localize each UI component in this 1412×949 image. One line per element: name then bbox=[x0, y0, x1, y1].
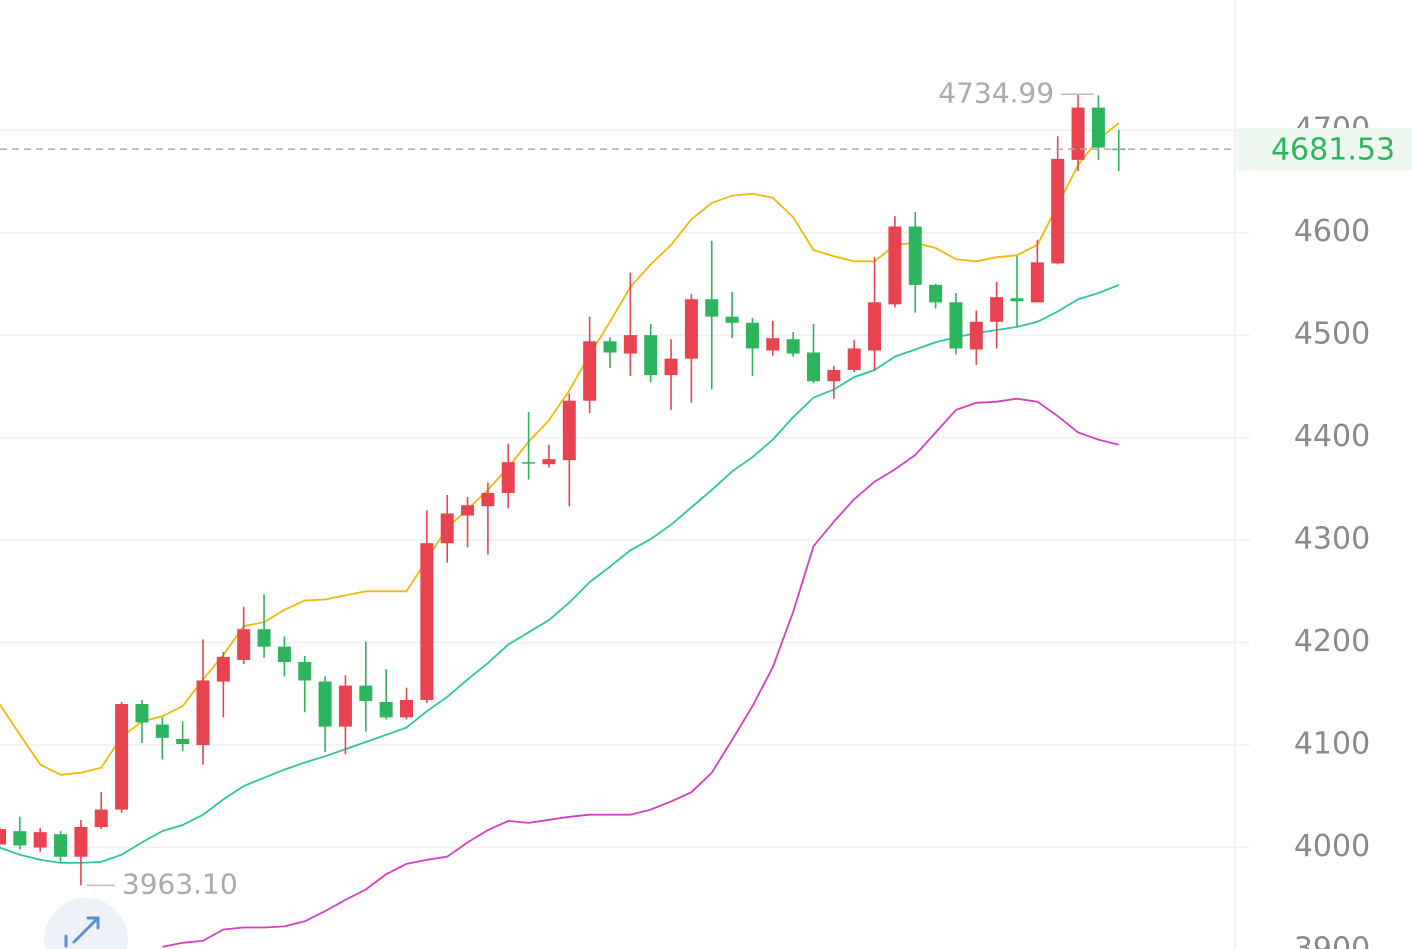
candle-body bbox=[135, 704, 149, 723]
candle-body bbox=[827, 369, 841, 382]
candle-body bbox=[623, 335, 637, 354]
y-tick-label: 4400 bbox=[1294, 419, 1370, 454]
last-price-label: 4681.53 bbox=[1271, 133, 1395, 168]
candle-body bbox=[33, 832, 47, 848]
candle-body bbox=[664, 358, 678, 376]
y-tick-label: 4100 bbox=[1294, 727, 1370, 762]
candle-body bbox=[583, 341, 597, 401]
candle-body bbox=[766, 338, 780, 351]
candle-body bbox=[501, 462, 515, 493]
candle-body bbox=[420, 543, 434, 700]
candle-body bbox=[949, 302, 963, 349]
y-tick-label: 4600 bbox=[1294, 214, 1370, 249]
candle-body bbox=[318, 681, 332, 727]
candle-body bbox=[603, 341, 617, 353]
candle-body bbox=[0, 829, 6, 845]
candle-body bbox=[847, 348, 861, 370]
candle-body bbox=[257, 629, 271, 647]
candle-body bbox=[237, 629, 251, 660]
candle-body bbox=[929, 284, 943, 303]
candle-body bbox=[562, 400, 576, 461]
candle-body bbox=[359, 685, 373, 701]
candle-body bbox=[176, 738, 190, 745]
max-marker-label: 4734.99 bbox=[938, 76, 1054, 109]
candle-body bbox=[115, 704, 129, 810]
candle-body bbox=[705, 299, 719, 317]
last-price-box bbox=[1237, 128, 1412, 171]
candle-body bbox=[745, 322, 759, 349]
y-tick-label: 4000 bbox=[1294, 829, 1370, 864]
expand-button-bg bbox=[44, 898, 128, 949]
candle-body bbox=[908, 226, 922, 285]
indicator-line bbox=[162, 397, 1120, 948]
expand-button[interactable] bbox=[44, 898, 128, 949]
candle-body bbox=[298, 662, 312, 681]
candle-body bbox=[481, 492, 495, 507]
candle-body bbox=[196, 680, 210, 746]
candle-body bbox=[13, 831, 27, 846]
candle-body bbox=[461, 505, 475, 516]
candle-body bbox=[400, 699, 413, 718]
candle-body bbox=[277, 646, 291, 663]
candle-body bbox=[216, 656, 230, 682]
y-tick-label: 4200 bbox=[1294, 624, 1370, 659]
candle-body bbox=[1010, 298, 1024, 302]
candle-body bbox=[1051, 158, 1065, 264]
min-marker-label: 3963.10 bbox=[122, 867, 238, 900]
candle-body bbox=[155, 724, 169, 738]
candle-body bbox=[725, 316, 739, 323]
candle-body bbox=[1071, 107, 1085, 160]
indicator-line bbox=[0, 122, 1120, 776]
candle-body bbox=[379, 701, 393, 718]
y-tick-label: 4300 bbox=[1294, 522, 1370, 557]
candle-body bbox=[522, 462, 536, 464]
candle-body bbox=[54, 834, 68, 857]
candle-body bbox=[990, 297, 1004, 322]
y-tick-label: 4500 bbox=[1294, 317, 1370, 352]
candle-body bbox=[684, 299, 698, 359]
y-tick-label: 3900 bbox=[1294, 932, 1370, 949]
candle-body bbox=[94, 809, 108, 828]
indicator-line bbox=[0, 284, 1120, 864]
candle-body bbox=[644, 335, 658, 376]
candle-body bbox=[786, 339, 800, 354]
candle-body bbox=[807, 352, 820, 382]
candle-body bbox=[969, 321, 983, 350]
candle-body bbox=[542, 459, 556, 465]
candle-body bbox=[1030, 262, 1044, 303]
candle-body bbox=[74, 827, 88, 857]
candle-body bbox=[888, 226, 902, 305]
expand-icon bbox=[64, 916, 100, 948]
candle-body bbox=[868, 302, 882, 351]
candle-body bbox=[1091, 107, 1105, 148]
candle-body bbox=[440, 513, 454, 544]
candle-body bbox=[338, 685, 352, 727]
